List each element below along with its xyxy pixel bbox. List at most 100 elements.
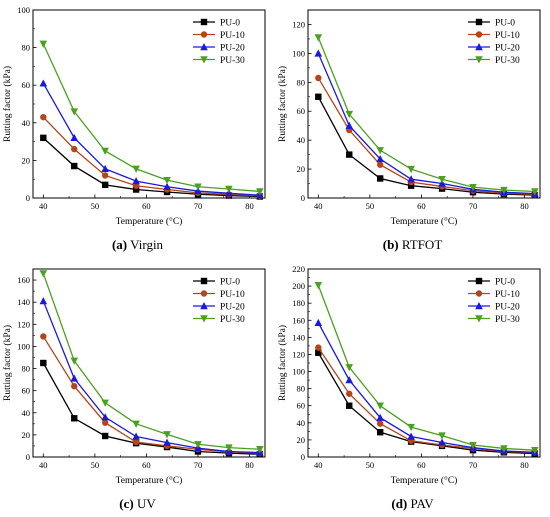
y-tick-label: 0 bbox=[301, 452, 305, 462]
y-tick-label: 80 bbox=[22, 43, 31, 53]
y-tick-label: 180 bbox=[292, 298, 305, 308]
data-point bbox=[469, 183, 477, 192]
data-point bbox=[407, 432, 415, 440]
x-tick-label: 40 bbox=[39, 201, 48, 211]
y-axis-title: Rutting factor (kPa) bbox=[2, 66, 13, 142]
y-tick-label: 140 bbox=[17, 297, 30, 307]
data-point bbox=[163, 182, 171, 190]
legend-marker bbox=[200, 43, 208, 51]
data-point bbox=[314, 49, 323, 57]
series-line bbox=[42, 116, 260, 197]
data-point bbox=[315, 344, 322, 351]
y-tick-label: 100 bbox=[17, 341, 30, 351]
data-point bbox=[315, 74, 322, 82]
data-point bbox=[101, 419, 109, 426]
data-point bbox=[70, 374, 79, 382]
series-line bbox=[42, 336, 260, 454]
data-point bbox=[101, 147, 109, 155]
series-line bbox=[42, 362, 260, 455]
legend-label: PU-0 bbox=[495, 18, 515, 28]
y-tick-label: 20 bbox=[22, 430, 31, 440]
data-point bbox=[345, 121, 354, 129]
y-tick-label: 0 bbox=[26, 452, 30, 462]
series-line bbox=[317, 96, 535, 196]
legend-marker bbox=[475, 290, 483, 297]
caption-text: UV bbox=[136, 496, 156, 511]
series-line bbox=[42, 300, 260, 454]
data-point bbox=[256, 188, 264, 196]
series-line bbox=[42, 273, 260, 450]
plot-frame bbox=[32, 268, 266, 458]
legend-marker bbox=[200, 31, 208, 38]
legend-label: PU-10 bbox=[495, 290, 520, 300]
series-line bbox=[317, 37, 535, 193]
series-pu-30 bbox=[314, 34, 539, 196]
chart-panel-a: 0 20 40 60 80 100 40 50 60 70 80 Temperature (°C) Ru… bbox=[0, 0, 275, 258]
series-line bbox=[42, 137, 260, 198]
legend: PU-0 PU-10 PU-20 PU-30 bbox=[468, 277, 520, 325]
data-point bbox=[70, 108, 79, 116]
data-point bbox=[132, 186, 140, 193]
y-tick-label: 0 bbox=[26, 193, 30, 203]
x-tick-label: 50 bbox=[91, 201, 100, 211]
series-pu-0 bbox=[315, 93, 539, 199]
legend-marker bbox=[200, 315, 208, 323]
chart-svg: 0 20 40 60 80 100 120 40 50 60 70 80 Temperature (°C… bbox=[277, 9, 541, 227]
data-point bbox=[531, 188, 539, 196]
data-point bbox=[163, 176, 171, 185]
data-point bbox=[71, 415, 78, 422]
legend-marker bbox=[475, 43, 483, 51]
data-point bbox=[346, 402, 353, 409]
y-tick-label: 40 bbox=[297, 135, 306, 145]
y-tick-label: 200 bbox=[292, 281, 305, 291]
data-point bbox=[70, 357, 79, 365]
legend-label: PU-20 bbox=[220, 43, 245, 53]
x-tick-label: 70 bbox=[194, 201, 203, 211]
y-tick-label: 160 bbox=[17, 275, 30, 285]
series-line bbox=[42, 82, 260, 196]
data-point bbox=[376, 429, 384, 436]
caption-letter: (b) bbox=[382, 237, 399, 252]
series-line bbox=[317, 77, 535, 196]
data-point bbox=[531, 446, 539, 455]
legend-marker bbox=[475, 315, 483, 323]
data-point bbox=[101, 172, 109, 179]
data-point bbox=[39, 270, 48, 278]
x-tick-label: 60 bbox=[142, 460, 151, 470]
legend-label: PU-10 bbox=[220, 290, 245, 300]
x-tick-label: 70 bbox=[469, 460, 478, 470]
y-tick-label: 160 bbox=[292, 315, 305, 325]
legend-marker bbox=[475, 56, 483, 64]
data-point bbox=[500, 186, 508, 195]
legend: PU-0 PU-10 PU-20 PU-30 bbox=[468, 18, 520, 66]
data-point bbox=[346, 390, 353, 397]
caption-letter: (a) bbox=[111, 237, 128, 252]
data-point bbox=[376, 161, 384, 168]
y-axis-title: Rutting factor (kPa) bbox=[277, 66, 288, 142]
y-tick-label: 40 bbox=[22, 118, 31, 128]
legend-label: PU-20 bbox=[495, 302, 520, 312]
y-tick-label: 40 bbox=[297, 418, 306, 428]
data-point bbox=[101, 432, 109, 440]
chart-panel-d: 0 20 40 60 80 100 120 140 160 180 200 220 40 50 60 70 80… bbox=[275, 259, 550, 517]
chart-panel-b: 0 20 40 60 80 100 120 40 50 60 70 80 Temperature (°C… bbox=[275, 0, 550, 258]
data-point bbox=[345, 364, 354, 372]
legend-marker bbox=[475, 31, 483, 38]
y-tick-label: 220 bbox=[292, 264, 305, 274]
data-point bbox=[438, 438, 446, 446]
chart-caption: (b) RTFOT bbox=[275, 237, 550, 253]
data-point bbox=[132, 177, 140, 185]
data-point bbox=[376, 175, 384, 182]
y-tick-label: 0 bbox=[301, 193, 305, 203]
series-line bbox=[317, 352, 535, 455]
chart-panel-c: 0 20 40 60 80 100 120 140 160 40 50 60 70 80 Temperatu… bbox=[0, 259, 275, 517]
chart-svg: 0 20 40 60 80 100 120 140 160 180 200 220 40 50 60 70 80… bbox=[277, 264, 541, 486]
chart-svg: 0 20 40 60 80 100 40 50 60 70 80 Temperature (°C) Ru… bbox=[2, 5, 266, 227]
series-line bbox=[317, 347, 535, 454]
data-point bbox=[438, 176, 446, 184]
data-point bbox=[315, 93, 322, 100]
data-point bbox=[101, 164, 109, 173]
series-pu-0 bbox=[40, 359, 264, 458]
data-point bbox=[132, 438, 140, 446]
data-point bbox=[132, 165, 140, 173]
